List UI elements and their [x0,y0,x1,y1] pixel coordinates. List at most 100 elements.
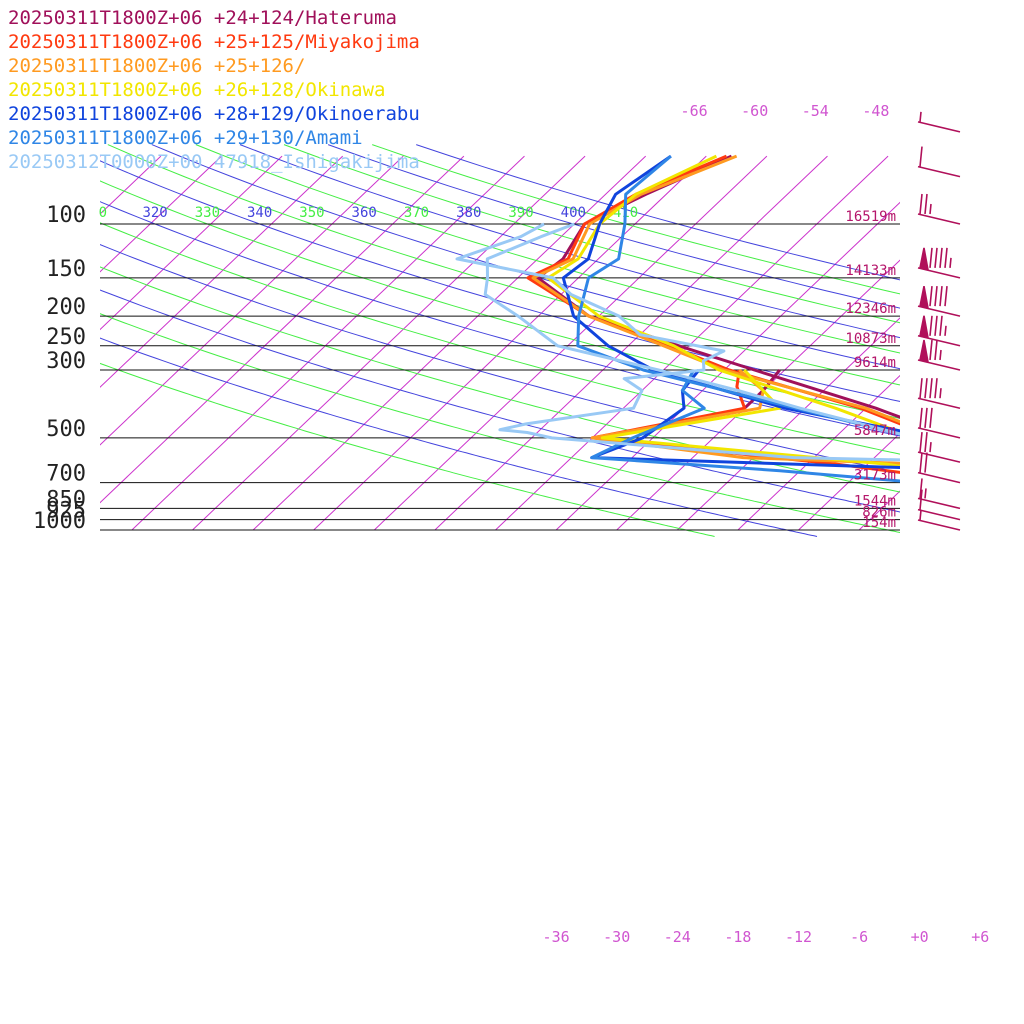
isotherm-label: -66 [681,102,708,120]
theta-line [107,144,900,386]
theta-label: 390 [508,205,533,221]
wind-barb [917,146,961,178]
isotherm-line [313,155,707,531]
wind-barb [917,407,961,439]
theta-label: 0 [99,205,107,221]
temperature-tick-label: +6 [971,928,989,946]
height-label: 14133m [845,263,896,279]
theta-line [100,201,900,437]
theta-label: 340 [247,205,272,221]
isotherm-line [100,155,222,273]
wind-barb [917,432,961,463]
temperature-profile-line [536,154,900,419]
isotherm-label: -54 [802,102,829,120]
isotherm-line [100,155,344,388]
wind-barb [917,247,961,279]
pressure-label: 700 [46,462,86,487]
isotherm-line [555,201,900,531]
wind-barb [917,339,961,371]
theta-label: 360 [352,205,377,221]
isotherm-line [131,155,525,531]
legend-entry: 20250311T1800Z+06 +25+125/Miyakojima [8,31,420,53]
wind-barb [917,111,961,133]
isotherm-line [373,155,768,531]
theta-line [100,244,900,474]
temperature-profile-line [546,154,900,434]
temperature-tick-labels: -36-30-24-18-12-6+0+6+12+18+24+30+36 [543,928,990,946]
pressure-label: 500 [46,417,86,442]
height-label: 1544m [854,493,896,509]
wind-barb [917,452,961,484]
theta-line [100,337,818,537]
legend-entry: 20250312T0000Z+00 47918_Ishigakijima [8,151,420,173]
height-label: 10873m [845,331,896,347]
legend-entry: 20250311T1800Z+06 +24+124/Hateruma [8,7,397,29]
theta-line [100,362,715,537]
theta-line [100,222,900,455]
temperature-tick-label: -18 [724,928,751,946]
temperature-tick-label: -36 [543,928,570,946]
legend: 20250311T1800Z+06 +24+124/Hateruma202503… [8,7,420,173]
wind-barb [917,285,961,317]
isotherm-label: -60 [741,102,768,120]
theta-label: 350 [299,205,324,221]
temperature-tick-label: -6 [850,928,868,946]
pressure-label: 200 [46,295,86,320]
isotherm-line [100,155,283,331]
dewpoint-profile-line [590,369,900,483]
temperature-profile-line [483,222,900,436]
wind-barb [917,315,961,347]
theta-label: 400 [561,205,586,221]
height-label: 3173m [854,468,896,484]
temperature-tick-label: -12 [785,928,812,946]
pressure-label: 300 [46,349,86,374]
temperature-profile-line [576,154,900,436]
pressure-label: 925 [46,499,86,524]
theta-label: 370 [404,205,429,221]
isotherm-line [495,155,889,531]
wind-barbs [917,111,961,531]
theta-line [239,144,900,339]
theta-label: 320 [142,205,167,221]
sounding-profiles [455,154,900,483]
temperature-tick-label: -30 [603,928,630,946]
dewpoint-profile-line [600,368,900,468]
theta-labels: 0 320 330 340 350 360 370 380 390 400 410 [99,205,639,221]
isotherm-line [616,259,900,531]
legend-entry: 20250311T1800Z+06 +29+130/Amami [8,127,363,149]
pressure-label: 850 [46,487,86,512]
pressure-label: 1000 [33,509,86,534]
isotherm-labels: -66 -60 -54 -48 [681,102,890,120]
isotherm-label: -48 [862,102,889,120]
wind-barb [917,193,961,225]
height-label: 9614m [854,355,896,371]
wind-barb [917,478,961,510]
legend-entry: 20250311T1800Z+06 +28+129/Okinoerabu [8,103,420,125]
height-label: 5847m [854,423,896,439]
height-label: 154m [862,515,896,531]
height-labels: 16519m 14133m 12346m 10873m 9614m 5847m 3173m 1… [845,209,896,531]
isotherm-line [100,155,404,446]
pressure-label: 150 [46,257,86,282]
isotherm-line [192,155,586,531]
pressure-label: 250 [46,325,86,350]
wind-barb [917,378,961,410]
height-label: 16519m [845,209,896,225]
isotherm-line [980,156,1024,530]
wind-barb [917,489,961,521]
wind-barb [917,509,961,531]
theta-line [100,289,900,513]
height-label: 12346m [845,301,896,317]
dewpoint-profile-line [455,222,900,462]
theta-line [100,160,900,402]
isotherm-line [434,155,828,531]
isotherm-line [920,156,1024,530]
temperature-tick-label: -24 [664,928,691,946]
theta-label: 330 [195,205,220,221]
isotherm-line [737,374,900,531]
temperature-tick-label: +0 [911,928,929,946]
dewpoint-profile-line [590,369,900,470]
theta-label: 380 [456,205,481,221]
